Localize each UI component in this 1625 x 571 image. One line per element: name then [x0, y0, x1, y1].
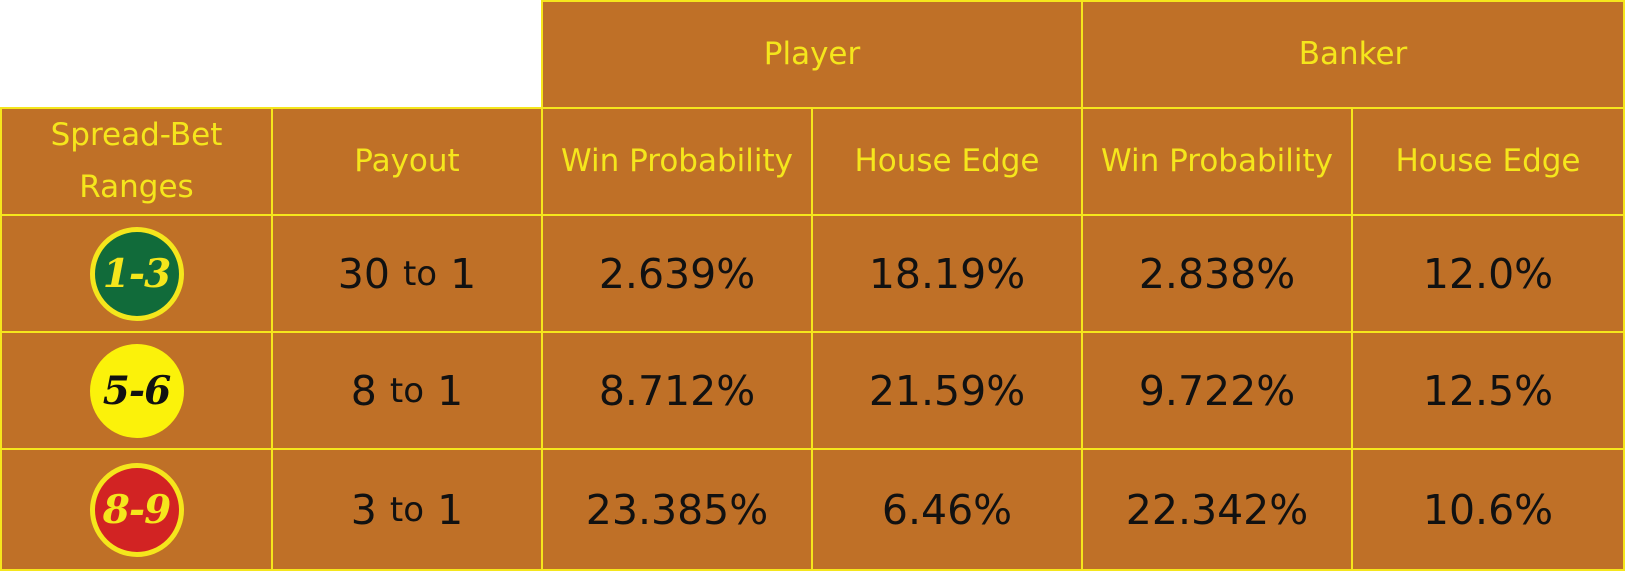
banker-group-header: Banker — [1081, 0, 1625, 109]
table-row-3-range: 8-9 — [0, 448, 273, 571]
player-house-edge-value: 18.19% — [868, 249, 1026, 298]
banker-win-probability-header-label: Win Probability — [1101, 142, 1333, 179]
table-row-1-banker-edge: 12.0% — [1351, 214, 1625, 333]
player-win-probability-value: 23.385% — [585, 485, 769, 534]
payout-to-word: to — [389, 489, 425, 530]
payout-odds-b: 1 — [437, 485, 464, 534]
table-row-3-banker-win: 22.342% — [1081, 448, 1353, 571]
player-win-probability-value: 2.639% — [598, 249, 756, 298]
table-row-1-range: 1-3 — [0, 214, 273, 333]
table-row-2-range: 5-6 — [0, 331, 273, 450]
table-row-1-player-edge: 18.19% — [811, 214, 1083, 333]
banker-win-probability-value: 2.838% — [1138, 249, 1296, 298]
table-row-2-payout: 8 to 1 — [271, 331, 543, 450]
payout-to-word: to — [389, 370, 425, 411]
banker-win-probability-header: Win Probability — [1081, 107, 1353, 216]
ranges-column-header: Spread-Bet Ranges — [0, 107, 273, 216]
banker-house-edge-value: 12.0% — [1422, 249, 1554, 298]
range-badge-5-6: 5-6 — [89, 343, 184, 438]
table-row-3-payout: 3 to 1 — [271, 448, 543, 571]
banker-win-probability-value: 9.722% — [1138, 366, 1296, 415]
table-row-2-banker-win: 9.722% — [1081, 331, 1353, 450]
range-badge-label: 5-6 — [102, 367, 171, 414]
player-group-header: Player — [541, 0, 1083, 109]
table-row-3-banker-edge: 10.6% — [1351, 448, 1625, 571]
table-row-2-banker-edge: 12.5% — [1351, 331, 1625, 450]
payout-odds-a: 3 — [350, 485, 377, 534]
table-row-1-player-win: 2.639% — [541, 214, 813, 333]
range-badge-label: 8-9 — [102, 486, 171, 533]
table-row-1-payout: 30 to 1 — [271, 214, 543, 333]
range-badge-1-3: 1-3 — [89, 226, 184, 321]
player-house-edge-header-label: House Edge — [854, 142, 1040, 179]
player-house-edge-value: 6.46% — [881, 485, 1013, 534]
payout-column-header-label: Payout — [354, 142, 460, 179]
player-win-probability-header: Win Probability — [541, 107, 813, 216]
table-row-3-player-win: 23.385% — [541, 448, 813, 571]
banker-house-edge-header-label: House Edge — [1395, 142, 1581, 179]
table-row-3-player-edge: 6.46% — [811, 448, 1083, 571]
payout-odds-a: 30 — [337, 249, 390, 298]
payout-odds-a: 8 — [350, 366, 377, 415]
payout-odds-b: 1 — [450, 249, 477, 298]
banker-house-edge-header: House Edge — [1351, 107, 1625, 216]
payout-to-word: to — [402, 253, 438, 294]
player-win-probability-header-label: Win Probability — [561, 142, 793, 179]
banker-house-edge-value: 10.6% — [1422, 485, 1554, 534]
player-win-probability-value: 8.712% — [598, 366, 756, 415]
range-badge-8-9: 8-9 — [89, 462, 184, 557]
banker-win-probability-value: 22.342% — [1125, 485, 1309, 534]
table-row-2-player-win: 8.712% — [541, 331, 813, 450]
banker-group-header-label: Banker — [1298, 35, 1408, 72]
range-badge-label: 1-3 — [102, 250, 171, 297]
player-house-edge-value: 21.59% — [868, 366, 1026, 415]
payout-odds-b: 1 — [437, 366, 464, 415]
player-house-edge-header: House Edge — [811, 107, 1083, 216]
player-group-header-label: Player — [763, 35, 861, 72]
table-row-2-player-edge: 21.59% — [811, 331, 1083, 450]
table-row-1-banker-win: 2.838% — [1081, 214, 1353, 333]
payout-column-header: Payout — [271, 107, 543, 216]
ranges-column-header-label: Spread-Bet Ranges — [50, 117, 223, 205]
banker-house-edge-value: 12.5% — [1422, 366, 1554, 415]
